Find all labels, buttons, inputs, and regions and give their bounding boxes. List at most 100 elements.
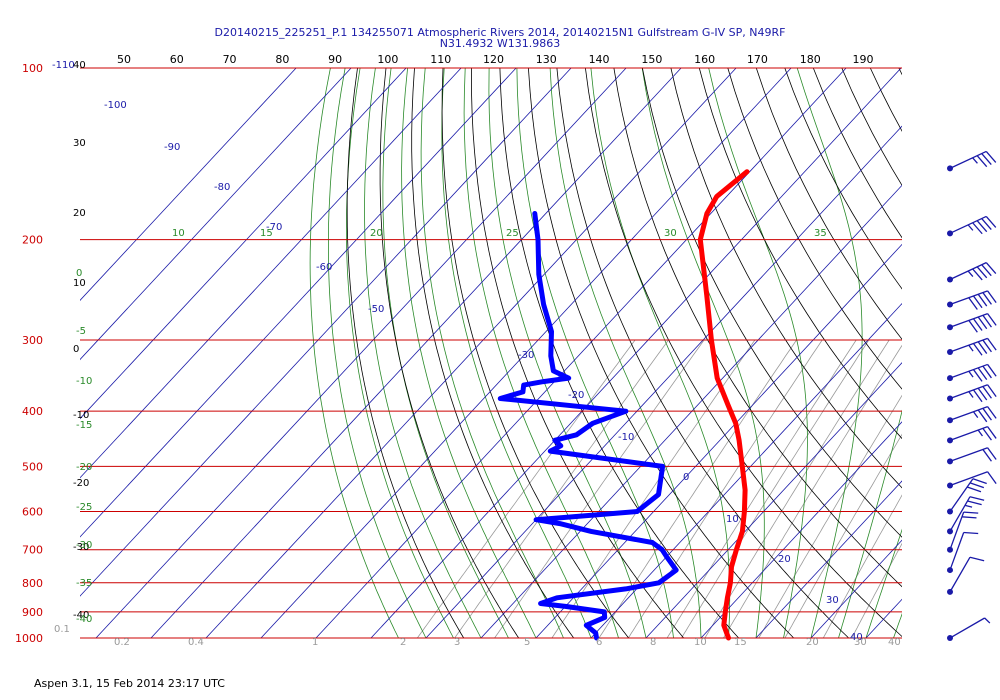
moist-adiabat-top-label: 15: [260, 228, 273, 239]
wind-barb: [947, 405, 997, 424]
moist-adiabat-top-label: 20: [370, 228, 383, 239]
mixing-ratio-label: 30: [854, 637, 867, 648]
pressure-tick-label: 600: [22, 506, 43, 519]
pressure-tick-label: 800: [22, 577, 43, 590]
moist-adiabat-line: [708, 68, 808, 638]
moist-adiabat-line: [893, 612, 902, 638]
mixing-ratio-line: [784, 433, 902, 638]
wind-barb: [947, 290, 997, 310]
mixing-ratio-label: 3: [454, 637, 460, 648]
theta-top-label: 160: [694, 53, 715, 66]
mixing-ratio-label: 6: [596, 637, 602, 648]
dry-adiabat-line: [613, 68, 902, 588]
isotherm-line: [755, 480, 902, 638]
isotherm-line: [80, 68, 517, 538]
isotherm-line: [150, 68, 682, 638]
pressure-tick-label: 700: [22, 544, 43, 557]
isotherm-line: [205, 68, 737, 638]
isotherm-label: 30: [826, 595, 839, 606]
left-temperature-label: -40: [73, 610, 89, 621]
temperature-profile: [697, 169, 750, 641]
dry-adiabat-line: [927, 68, 1000, 638]
isotherm-line: [80, 68, 462, 479]
dry-adiabat-line: [784, 68, 902, 290]
mixing-ratio-line: [627, 339, 823, 638]
moist-adiabat-line: [364, 68, 482, 638]
dry-adiabat-line: [346, 68, 465, 638]
theta-top-label: 60: [170, 53, 184, 66]
moist-adiabat-left-label: -20: [76, 462, 92, 473]
moist-adiabat-left-label: -35: [76, 578, 92, 589]
moist-adiabat-line: [838, 409, 902, 638]
wind-barb: [947, 215, 997, 237]
pressure-tick-label: 300: [22, 334, 43, 347]
theta-top-label: 100: [377, 53, 398, 66]
mixing-ratio-label: 2: [400, 637, 406, 648]
wind-barbs: [947, 150, 997, 641]
software-footer: Aspen 3.1, 15 Feb 2014 23:17 UTC: [34, 677, 225, 690]
left-temperature-label: -30: [73, 542, 89, 553]
mixing-ratio-line: [666, 339, 857, 638]
dry-adiabats: [346, 68, 1000, 638]
isotherm-line: [370, 68, 902, 638]
moist-adiabat-top-label: 25: [506, 228, 519, 239]
isotherm-line: [80, 68, 407, 420]
isotherm-label: -100: [104, 100, 127, 111]
chart-title-line-1: D20140215_225251_P.1 134255071 Atmospher…: [214, 26, 786, 39]
moist-adiabat-top-label: 30: [664, 228, 677, 239]
mixing-ratio-line: [723, 344, 902, 638]
left-temperature-label: 10: [73, 278, 86, 289]
dry-adiabat-line: [670, 68, 902, 489]
wind-barb: [947, 478, 987, 515]
mixing-ratio-label: 8: [650, 637, 656, 648]
dry-adiabat-line: [755, 68, 902, 340]
dry-adiabat-line: [812, 68, 902, 239]
wind-barb: [947, 471, 997, 489]
isotherm-line: [590, 303, 902, 638]
left-temperature-label: -10: [73, 410, 89, 421]
moist-adiabat-line: [382, 68, 509, 638]
moist-adiabat-line: [796, 68, 863, 638]
moist-adiabat-top-label: 10: [172, 228, 185, 239]
dry-adiabat-line: [528, 68, 794, 638]
pressure-tick-label: 1000: [15, 632, 43, 645]
mixing-ratio-line: [851, 542, 902, 638]
moist-adiabat-line: [401, 68, 537, 638]
isotherm-label: -20: [568, 390, 584, 401]
isotherm-label: 20: [778, 554, 791, 565]
isotherm-line: [810, 539, 902, 638]
isotherm-line: [425, 125, 902, 638]
mixing-ratio-line: [704, 339, 890, 638]
left-temperature-label: 40: [73, 60, 86, 71]
wind-barb: [947, 337, 997, 356]
theta-top-label: 80: [275, 53, 289, 66]
isobars: [80, 67, 902, 639]
dry-adiabat-line: [956, 68, 1000, 638]
dry-adiabat-line: [698, 68, 902, 440]
moist-adiabat-left-label: -5: [76, 326, 86, 337]
theta-top-label: 90: [328, 53, 342, 66]
mixing-ratio-label: 5: [524, 637, 530, 648]
moist-adiabat-left-label: -15: [76, 420, 92, 431]
moist-adiabat-top-label: 35: [814, 228, 827, 239]
dry-adiabat-line: [642, 68, 902, 538]
dry-adiabat-line: [727, 68, 902, 390]
isotherm-label: -10: [618, 432, 634, 443]
left-temperature-label: 0: [73, 344, 79, 355]
theta-top-label: 170: [747, 53, 768, 66]
pressure-tick-label: 200: [22, 234, 43, 247]
isotherm-line: [80, 68, 572, 597]
moist-adiabat-left-label: -40: [76, 614, 92, 625]
isotherms: [80, 68, 902, 638]
isotherm-label: -50: [368, 304, 384, 315]
left-temperature-label: -20: [73, 478, 89, 489]
mixing-ratio-line: [416, 339, 636, 638]
wind-barb: [947, 384, 997, 403]
wind-barb: [947, 511, 979, 553]
mixing-ratio-line: [454, 339, 669, 638]
moist-adiabat-line: [420, 68, 564, 638]
pressure-tick-label: 400: [22, 405, 43, 418]
moist-adiabat-line: [463, 68, 619, 638]
isotherm-label: 10: [726, 514, 739, 525]
